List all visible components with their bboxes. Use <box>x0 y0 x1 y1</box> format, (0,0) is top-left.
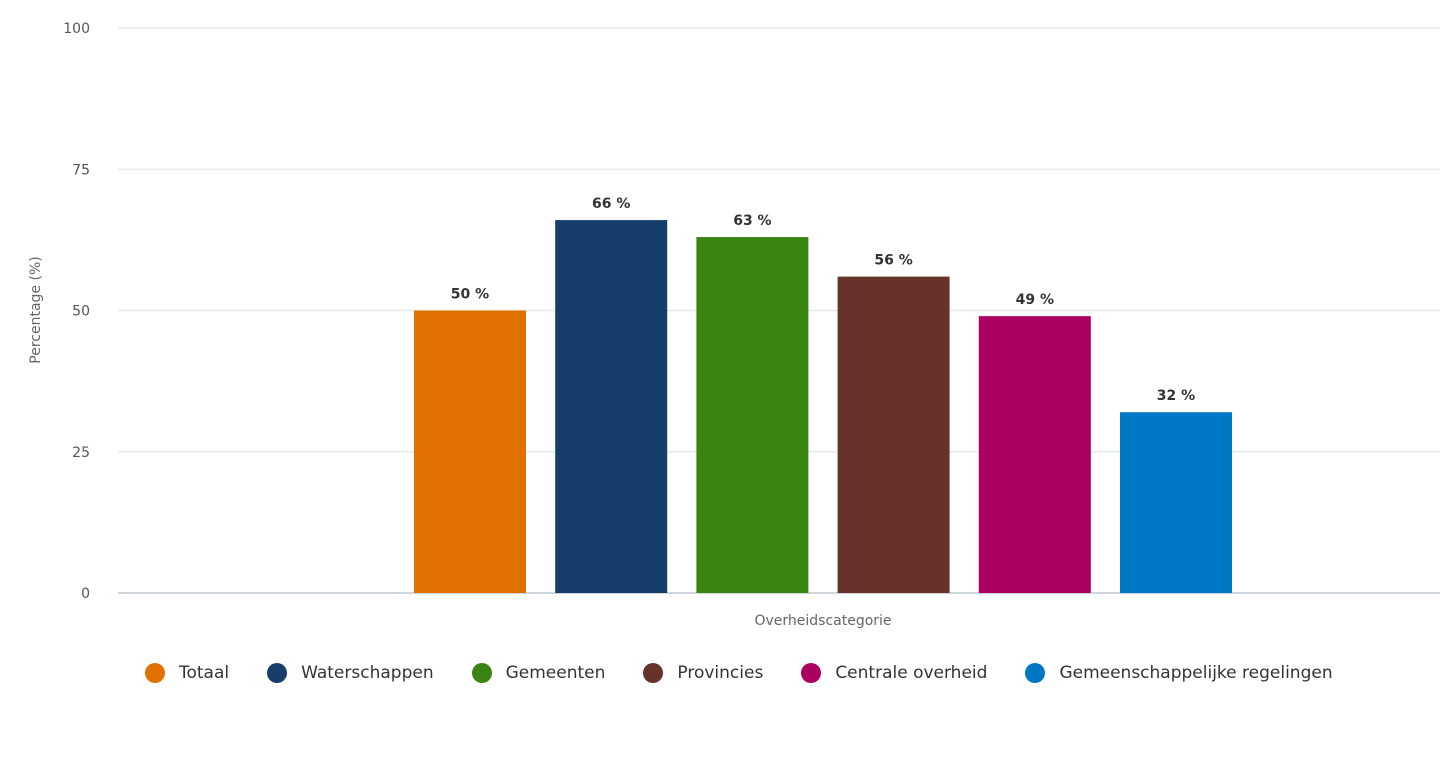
y-tick-label: 75 <box>72 162 90 178</box>
legend-swatch <box>471 663 492 683</box>
data-label: 49 % <box>1016 292 1054 308</box>
legend-item[interactable]: Gemeenschappelijke regelingen <box>1025 663 1333 683</box>
legend-item[interactable]: Waterschappen <box>267 663 434 683</box>
legend: Totaal Waterschappen Gemeenten Provincies Ce… <box>145 663 1333 683</box>
legend-item[interactable]: Provincies <box>643 663 763 683</box>
legend-item[interactable]: Centrale overheid <box>801 663 987 683</box>
data-label: 50 % <box>451 287 489 303</box>
legend-label: Totaal <box>179 663 230 683</box>
data-labels: 50 % 66 % 63 % 56 % 49 % 32 % <box>451 196 1195 404</box>
y-tick-label: 0 <box>81 586 90 602</box>
y-tick-label: 50 <box>72 304 90 320</box>
data-label: 66 % <box>592 196 630 212</box>
x-axis-title: Overheidscategorie <box>754 613 891 629</box>
bar[interactable] <box>696 237 809 594</box>
y-axis-title: Percentage (%) <box>28 256 44 363</box>
legend-label: Centrale overheid <box>835 663 988 683</box>
legend-item[interactable]: Totaal <box>145 663 229 683</box>
bar[interactable] <box>1120 412 1232 593</box>
bar[interactable] <box>978 316 1091 593</box>
legend-label: Gemeenschappelijke regelingen <box>1059 663 1333 683</box>
bar[interactable] <box>414 310 526 594</box>
data-label: 56 % <box>874 253 912 269</box>
y-tick-label: 25 <box>72 445 90 461</box>
legend-swatch <box>145 663 165 683</box>
bar[interactable] <box>837 276 950 593</box>
bars <box>414 220 1232 594</box>
data-label: 63 % <box>733 213 771 229</box>
legend-swatch <box>801 663 822 683</box>
legend-swatch <box>643 663 664 683</box>
legend-item[interactable]: Gemeenten <box>471 663 606 683</box>
y-tick-label: 100 <box>63 21 90 37</box>
legend-label: Provincies <box>677 663 764 683</box>
legend-swatch <box>267 663 288 683</box>
y-axis-ticks: 0 25 50 75 100 <box>63 21 90 602</box>
data-label: 32 % <box>1157 388 1195 404</box>
bar[interactable] <box>555 220 668 593</box>
legend-swatch <box>1025 663 1046 683</box>
legend-label: Gemeenten <box>505 663 606 683</box>
legend-label: Waterschappen <box>301 663 434 683</box>
